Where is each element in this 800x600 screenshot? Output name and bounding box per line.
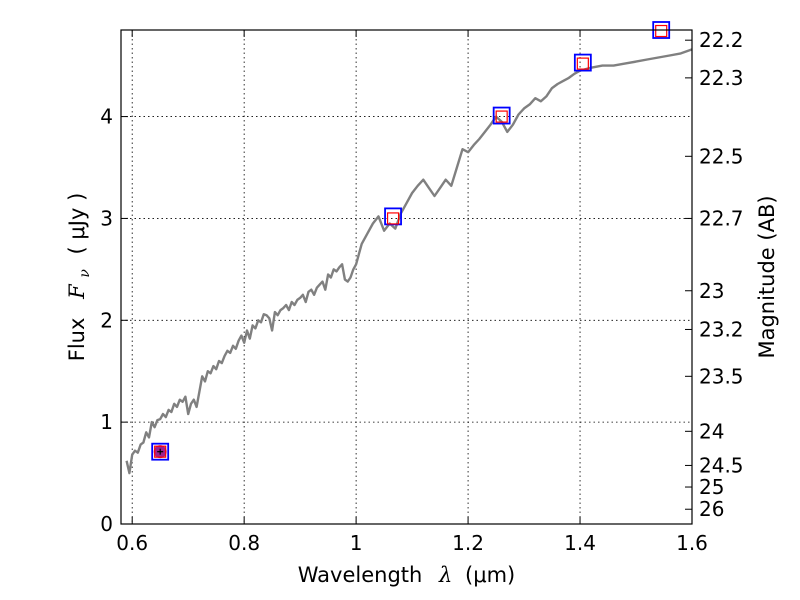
plot-frame — [120, 29, 693, 525]
x-tick-label: 0.8 — [228, 531, 260, 555]
model-marker — [386, 212, 400, 225]
spectrum-line — [125, 48, 693, 475]
right-tick-label: 22.7 — [699, 206, 744, 230]
photometry-marker — [573, 53, 592, 72]
right-tick-label: 22.5 — [699, 144, 744, 168]
x-axis-label-symbol: λ — [438, 563, 452, 587]
y-tick-label: 4 — [100, 105, 113, 129]
x-tick-label: 1 — [350, 531, 363, 555]
y-tick-label: 0 — [100, 512, 113, 536]
x-axis-label-prefix: Wavelength — [298, 563, 423, 587]
y-tick-label: 2 — [100, 308, 113, 332]
right-tick-label: 24.5 — [699, 453, 744, 477]
right-tick-label: 23 — [699, 279, 724, 303]
y-axis-label: Flux F ν ( μJy ) — [65, 193, 94, 362]
x-tick-label: 1.4 — [564, 531, 596, 555]
right-tick-label: 22.2 — [699, 28, 744, 52]
photometry-series — [151, 21, 671, 461]
right-axis-label: Magnitude (AB) — [755, 195, 779, 358]
x-tick-label: 1.2 — [452, 531, 484, 555]
axis-ticks: 0.6 0.8 1 1.2 1.4 1.60123422.222.322.522.7232… — [100, 28, 743, 555]
model-marker — [576, 57, 589, 70]
x-axis-label: Wavelength λ (μm) — [298, 563, 515, 587]
right-tick-label: 23.5 — [699, 364, 744, 388]
y-tick-label: 1 — [100, 410, 113, 434]
y-axis-label-prefix: Flux — [65, 318, 89, 362]
model-marker — [154, 445, 167, 458]
right-tick-label: 26 — [699, 497, 724, 521]
x-axis-label-unit: (μm) — [465, 563, 515, 587]
y-tick-label: 3 — [100, 206, 113, 230]
x-tick-label: 1.6 — [676, 531, 708, 555]
grid — [121, 30, 692, 524]
y-axis-label-symbol: F — [65, 283, 89, 300]
model-marker — [655, 24, 668, 38]
right-tick-label: 25 — [699, 475, 724, 499]
right-tick-label: 22.3 — [699, 66, 744, 90]
y-axis-label-unit: ( μJy ) — [65, 193, 89, 255]
model-marker — [495, 110, 508, 123]
y-axis-label-subscript: ν — [77, 269, 93, 278]
photometry-marker — [151, 442, 170, 461]
right-tick-label: 23.2 — [699, 317, 744, 341]
x-tick-label: 0.6 — [116, 531, 148, 555]
right-tick-label: 24 — [699, 419, 724, 443]
spectrum-series — [125, 48, 693, 475]
photometry-marker — [492, 106, 511, 125]
